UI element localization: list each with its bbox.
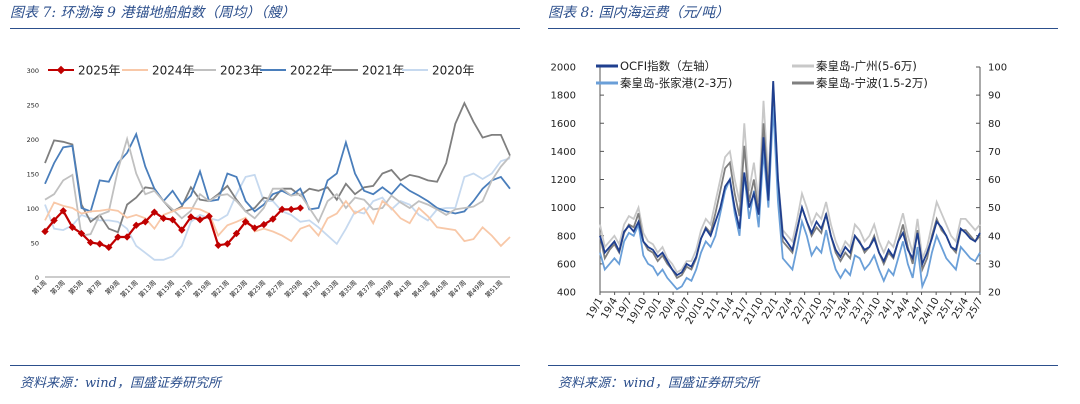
series-line-2020年: [44, 157, 511, 261]
legend-label: 秦皇岛-宁波(1.5-2万): [816, 76, 928, 90]
right-y-tick-label: 20: [988, 288, 1001, 299]
x-tick-label: 第31周: [301, 278, 322, 299]
series-line-2022年: [44, 131, 511, 215]
y-tick-label: 0: [35, 274, 39, 282]
right-title-rule: [548, 28, 1058, 29]
x-tick-label: 第1周: [30, 278, 48, 296]
x-tick-label: 第47周: [446, 278, 467, 299]
x-tick-label: 第43周: [410, 278, 431, 299]
right-source-note: 资料来源：wind，国盛证券研究所: [558, 376, 759, 391]
data-point-marker: [296, 204, 304, 212]
x-tick-label: 第33周: [319, 278, 340, 299]
right-source-rule: [548, 365, 1058, 366]
y-tick-label: 250: [27, 102, 39, 110]
legend-label: 2025年: [78, 64, 121, 78]
legend-label: 2022年: [290, 64, 333, 78]
y-tick-label: 100: [27, 205, 39, 213]
data-point-marker: [178, 226, 186, 234]
left-y-tick-label: 1400: [551, 147, 576, 158]
x-tick-label: 第41周: [392, 278, 413, 299]
data-point-marker: [214, 241, 222, 249]
right-y-tick-label: 80: [988, 119, 1001, 130]
left-y-tick-label: 800: [557, 231, 576, 242]
right-y-tick-label: 70: [988, 147, 1001, 158]
x-tick-label: 第27周: [264, 278, 285, 299]
x-tick-label: 第13周: [136, 278, 157, 299]
series-line-秦皇岛-广州(5-6万): [599, 81, 981, 274]
x-tick-label: 第7周: [85, 278, 103, 296]
left-source-rule: [10, 365, 520, 366]
legend-label: 2023年: [220, 64, 263, 78]
left-chart-panel: 图表 7: 环渤海 9 港锚地船舶数（周均）（艘） 0 50 100 150 200 25…: [10, 0, 530, 404]
data-point-marker: [50, 216, 58, 225]
left-title-rule: [10, 28, 520, 29]
left-source-note: 资料来源：wind，国盛证券研究所: [20, 376, 221, 391]
x-tick-label: 第35周: [337, 278, 358, 299]
series-line-OCFI指数（左轴）: [599, 81, 981, 277]
legend-label: 2020年: [432, 64, 475, 78]
x-tick-label: 第29周: [282, 278, 303, 299]
legend-label: OCFI指数（左轴）: [620, 59, 716, 73]
legend-swatch-marker: [56, 65, 66, 75]
x-tick-label: 第3周: [48, 278, 66, 296]
right-y-tick-label: 40: [988, 231, 1001, 242]
y-tick-label: 150: [27, 171, 39, 179]
y-tick-label: 50: [31, 240, 39, 248]
right-y-tick-label: 100: [988, 63, 1007, 74]
data-point-marker: [232, 229, 241, 238]
legend-label: 2021年: [362, 64, 405, 78]
x-tick-label: 第25周: [246, 278, 267, 299]
right-chart-title: 图表 8: 国内海运费（元/吨）: [548, 5, 730, 21]
right-chart-panel: 图表 8: 国内海运费（元/吨） 400 600 800 1000 1200 1400 16…: [548, 0, 1068, 404]
x-tick-label: 第19周: [191, 278, 212, 299]
data-point-marker: [150, 208, 159, 216]
left-y-tick-label: 400: [557, 288, 576, 299]
x-tick-label: 第17周: [173, 278, 194, 299]
series-line-2024年: [44, 199, 511, 248]
y-tick-label: 300: [27, 67, 39, 75]
data-point-marker: [41, 227, 49, 236]
x-tick-label: 第5周: [66, 278, 84, 296]
left-y-tick-label: 1200: [551, 175, 576, 186]
data-point-marker: [132, 221, 140, 229]
data-point-marker: [86, 238, 95, 247]
series-line-2021年: [44, 100, 511, 234]
data-point-marker: [205, 212, 213, 220]
data-point-marker: [96, 240, 104, 248]
x-tick-label: 第49周: [465, 278, 486, 299]
legend-label: 秦皇岛-张家港(2-3万): [620, 76, 732, 90]
x-tick-label: 第51周: [483, 278, 504, 299]
y-tick-label: 200: [27, 136, 39, 144]
x-tick-label: 第23周: [228, 278, 249, 299]
data-point-marker: [59, 207, 67, 215]
series-line-秦皇岛-张家港(2-3万): [599, 106, 981, 291]
left-chart-title: 图表 7: 环渤海 9 港锚地船舶数（周均）（艘）: [10, 5, 296, 21]
data-point-marker: [287, 205, 295, 214]
x-tick-label: 第45周: [428, 278, 449, 299]
x-tick-label: 第39周: [373, 278, 394, 299]
left-y-tick-label: 2000: [551, 63, 576, 74]
x-tick-label: 第15周: [155, 278, 176, 299]
x-tick-label: 第11周: [118, 278, 139, 299]
data-point-marker: [251, 224, 259, 232]
legend-label: 2024年: [152, 64, 195, 78]
right-y-tick-label: 50: [988, 203, 1001, 214]
left-y-tick-label: 600: [557, 259, 576, 270]
data-point-marker: [168, 216, 177, 224]
x-tick-label: 第37周: [355, 278, 376, 299]
right-y-tick-label: 90: [988, 91, 1001, 102]
left-y-tick-label: 1800: [551, 91, 576, 102]
legend-label: 秦皇岛-广州(5-6万): [816, 59, 917, 73]
x-tick-label: 25/7: [965, 296, 986, 321]
data-point-marker: [187, 213, 195, 221]
right-y-tick-label: 60: [988, 175, 1001, 186]
data-point-marker: [77, 229, 86, 238]
freight-rate-chart: 400 600 800 1000 1200 1400 1600 1800 2000 20 30 40 5…: [551, 59, 1008, 326]
x-tick-label: 第21周: [209, 278, 230, 299]
left-y-tick-label: 1000: [551, 203, 576, 214]
series-line-2023年: [44, 135, 511, 237]
left-y-tick-label: 1600: [551, 119, 576, 130]
right-y-tick-label: 30: [988, 259, 1001, 270]
